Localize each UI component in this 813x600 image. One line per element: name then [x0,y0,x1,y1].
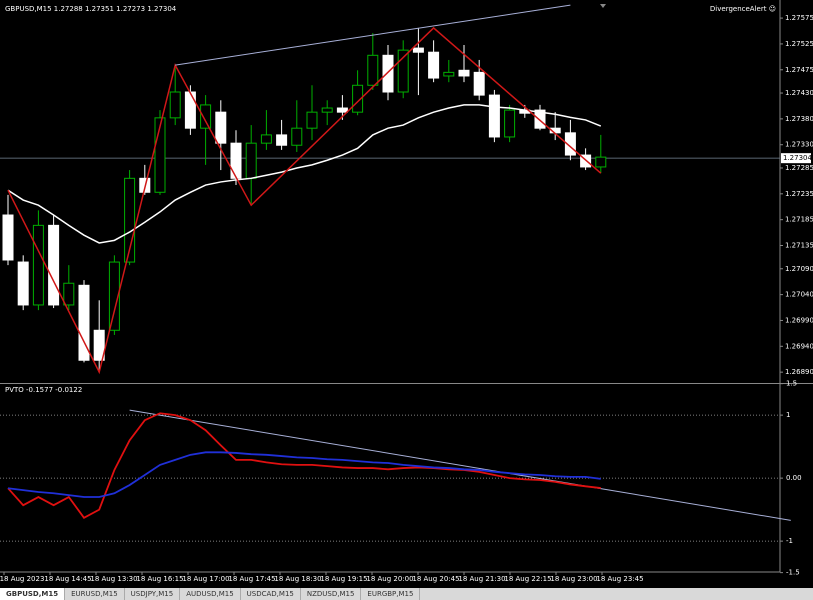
symbol-tab[interactable]: EURUSD,M15 [65,588,125,600]
candle-body [595,156,607,168]
time-label: 18 Aug 17:00 [182,575,229,583]
current-price-box [781,153,811,164]
candle-body [412,47,424,53]
time-label: 18 Aug 20:45 [412,575,459,583]
candle-body [382,54,394,93]
zigzag [7,26,602,375]
price-tick-label: 1.27135 [785,242,813,250]
candle-body [200,104,212,129]
candle-body [428,51,440,79]
candle-body [473,71,485,96]
alert-label: DivergenceAlert ☺ [710,5,776,13]
candle-body [276,134,288,146]
time-label: 18 Aug 23:45 [596,575,643,583]
candle-body [230,142,242,179]
candle-body [291,127,303,146]
price-tick-label: 1.26990 [785,316,813,324]
indicator-line [7,451,601,498]
candle-body [580,154,592,168]
moving-average [7,104,602,244]
price-tick-label: 1.27285 [785,164,813,172]
candle-body [352,84,364,113]
current-price-label: 1.27304 [783,154,812,162]
time-label: 18 Aug 14:45 [44,575,91,583]
candle-body [397,49,409,93]
price-tick-label: 1.26890 [785,368,813,376]
trendline [175,4,571,66]
indicator-line [7,412,601,519]
candle-body [488,94,500,138]
price-tick-label: 1.27040 [785,291,813,299]
time-label: 18 Aug 22:15 [504,575,551,583]
candle-body [63,282,75,306]
indicator-tick-label: 0.00 [786,474,802,482]
price-tick-label: 1.27330 [785,141,813,149]
price-tick-label: 1.27185 [785,216,813,224]
candle-body [184,91,196,129]
candle-body [17,261,29,306]
candle-body [108,261,120,331]
candle-body [245,142,257,179]
symbol-tab[interactable]: USDCAD,M15 [241,588,301,600]
time-label: 18 Aug 21:30 [458,575,505,583]
symbol-tab[interactable]: USDJPY,M15 [125,588,181,600]
symbol-tab[interactable]: AUDUSD,M15 [180,588,241,600]
indicator-tick-label: -1.5 [786,569,800,577]
time-label: 18 Aug 23:00 [550,575,597,583]
candle-body [321,107,333,113]
shift-marker [600,4,606,8]
time-label: 18 Aug 19:15 [320,575,367,583]
candle-body [48,224,60,306]
symbol-tab[interactable]: GBPUSD,M15 [0,588,66,600]
candle-body [154,117,166,193]
candle-body [367,54,379,86]
price-tick-label: 1.27575 [785,14,813,22]
time-label: 18 Aug 13:30 [90,575,137,583]
time-label: 18 Aug 16:15 [136,575,183,583]
price-tick-label: 1.27475 [785,66,813,74]
candle-body [78,284,90,361]
indicator-tick-label: 1 [786,411,790,419]
indicator-trendline [129,409,791,521]
candle-body [504,109,516,138]
candle-body [306,111,318,129]
time-label: 18 Aug 2023 [0,575,44,583]
candle-body [564,132,576,156]
time-label: 18 Aug 18:30 [274,575,321,583]
price-tick-label: 1.27525 [785,40,813,48]
time-label: 18 Aug 17:45 [228,575,275,583]
price-tick-label: 1.27090 [785,265,813,273]
candle-body [534,109,546,129]
indicator-tick-label: -1 [786,537,793,545]
candle-body [458,69,470,77]
price-tick-label: 1.27380 [785,115,813,123]
candle-body [2,214,14,261]
indicator-tick-label: 1.5 [786,380,797,388]
candle-body [443,71,455,77]
candle-body [336,107,348,113]
indicator-label: PVTO -0.1577 -0.0122 [5,386,82,394]
price-tick-label: 1.26940 [785,342,813,350]
chart-header: GBPUSD,M15 1.27288 1.27351 1.27273 1.273… [5,5,177,13]
candle-body [260,134,272,144]
candle-body [169,91,181,119]
candle-body [32,224,44,306]
price-tick-label: 1.27235 [785,190,813,198]
candle-body [93,329,105,361]
time-label: 18 Aug 20:00 [366,575,413,583]
candle-body [215,111,227,144]
price-tick-label: 1.27430 [785,89,813,97]
candle-body [124,177,136,263]
symbol-tab[interactable]: EURGBP,M15 [361,588,421,600]
symbol-tabs: GBPUSD,M15 EURUSD,M15 USDJPY,M15 AUDUSD,M15… [0,588,813,600]
symbol-tab[interactable]: NZDUSD,M15 [301,588,362,600]
